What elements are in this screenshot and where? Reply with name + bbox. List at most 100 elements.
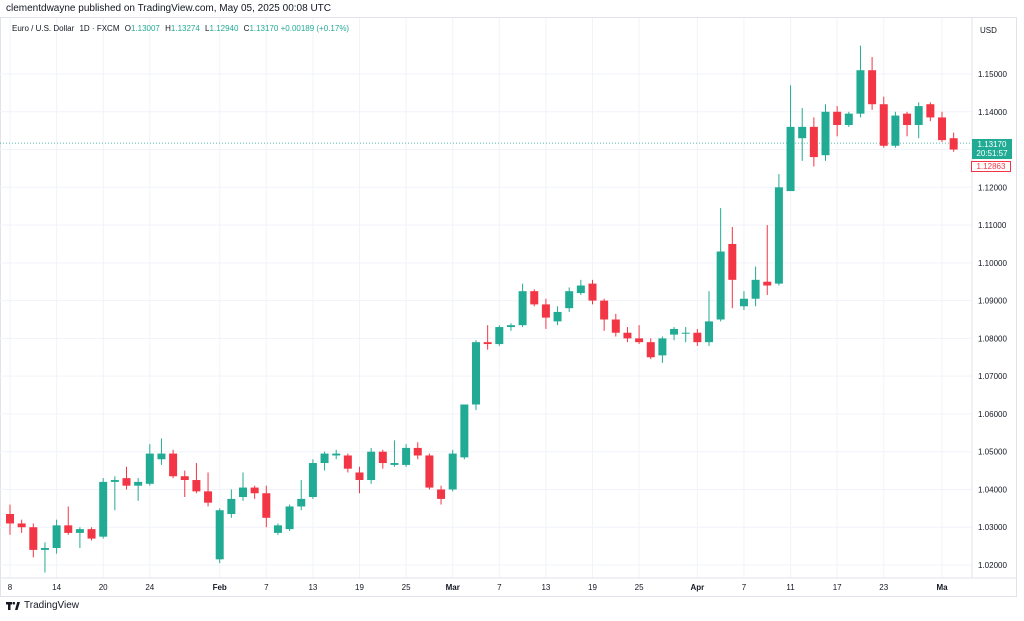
candle (413, 442, 422, 460)
candle (180, 470, 189, 498)
candle-body (798, 126, 807, 139)
candle-body (670, 328, 679, 335)
time-tick-label: 13 (308, 583, 317, 592)
price-axis[interactable]: 1.150001.140001.130001.120001.110001.100… (978, 70, 1007, 570)
candle-body (879, 104, 888, 146)
chart-frame (0, 17, 1017, 597)
candle-body (413, 447, 422, 456)
candle (658, 336, 667, 363)
time-tick-label: 14 (52, 583, 61, 592)
time-tick-label: Ma (936, 583, 948, 592)
candle-body (914, 106, 923, 125)
candle-body (29, 527, 38, 550)
candle-body (541, 304, 550, 318)
time-tick-label: 23 (879, 583, 888, 592)
tradingview-logo-icon (6, 601, 20, 610)
candle (821, 104, 830, 161)
candle (938, 111, 946, 142)
candle-body (390, 463, 399, 465)
candle-body (518, 291, 527, 326)
time-tick-label: Mar (446, 583, 460, 592)
candle (891, 111, 900, 148)
legend-close-label: C (243, 24, 250, 33)
candle-body (763, 281, 772, 286)
candle (308, 459, 317, 499)
candle (390, 440, 399, 467)
candle (29, 523, 38, 558)
candle (693, 328, 702, 346)
candle-body (378, 451, 387, 464)
candle-body (320, 453, 329, 464)
time-axis[interactable]: 8 14 20 24 Feb 7 13 19 25 Mar 7 13 19 25 Apr 7 11 17 23 Ma (8, 583, 948, 592)
candle-body (87, 529, 96, 539)
candle-body (553, 311, 562, 322)
candle (75, 527, 84, 549)
candle-body (646, 342, 655, 358)
candle-body (402, 447, 411, 465)
grid-lines (0, 18, 972, 578)
candle (367, 447, 376, 484)
symbol-legend: Euro / U.S. Dollar 1D · FXCM O1.13007 H1… (12, 24, 349, 33)
last-price-value: 1.13170 (977, 140, 1007, 149)
candle-body (122, 478, 131, 486)
time-tick-label: 25 (402, 583, 411, 592)
candle (623, 327, 632, 343)
price-tick-label: 1.11000 (978, 221, 1007, 230)
candle (262, 485, 271, 528)
time-tick-label: 7 (742, 583, 747, 592)
candle-body (273, 525, 282, 533)
candle (798, 107, 807, 161)
candle (239, 472, 247, 501)
candle (635, 325, 644, 345)
candle (728, 226, 737, 309)
candle-body (297, 498, 306, 507)
bar-countdown: 20:51:57 (976, 149, 1008, 158)
candle-body (460, 404, 469, 458)
candle (681, 327, 690, 343)
candle (169, 449, 178, 479)
candle-body (262, 493, 271, 518)
legend-close: 1.13170 (249, 24, 279, 33)
candle (425, 453, 434, 490)
candle-body (180, 476, 189, 481)
price-tick-label: 1.02000 (978, 561, 1007, 570)
candle-body (623, 332, 632, 339)
time-tick-label: 25 (635, 583, 644, 592)
candle-body (949, 138, 958, 150)
candle-body (868, 70, 877, 105)
candles (6, 45, 958, 573)
price-tick-label: 1.07000 (978, 372, 1007, 381)
candle-body (903, 113, 912, 125)
currency-label[interactable]: USD (980, 26, 997, 35)
candle (949, 132, 958, 152)
time-tick-label: Apr (690, 583, 704, 592)
candle-body (739, 298, 748, 307)
candle (355, 466, 364, 494)
candle-body (157, 453, 166, 460)
footer-brand[interactable]: TradingView (6, 600, 79, 611)
candle (204, 472, 213, 507)
candle-body (833, 111, 842, 125)
time-tick-label: 17 (833, 583, 842, 592)
candle (670, 327, 679, 341)
candle-body (332, 453, 341, 456)
candle (530, 289, 539, 307)
candle-body (600, 300, 609, 320)
candle-body (134, 481, 143, 486)
candle-body (821, 111, 830, 156)
candle-body (285, 506, 294, 530)
candle (17, 519, 26, 533)
time-tick-label: 24 (145, 583, 154, 592)
candle-body (891, 115, 900, 146)
candle-body (809, 126, 818, 158)
candle-body (99, 481, 108, 537)
price-tick-label: 1.06000 (978, 410, 1007, 419)
candle-body (110, 480, 119, 482)
candle (134, 478, 143, 501)
candle (914, 102, 923, 139)
candle (472, 340, 480, 411)
candle (844, 111, 853, 127)
candle (483, 325, 492, 350)
time-tick-label: 19 (355, 583, 364, 592)
